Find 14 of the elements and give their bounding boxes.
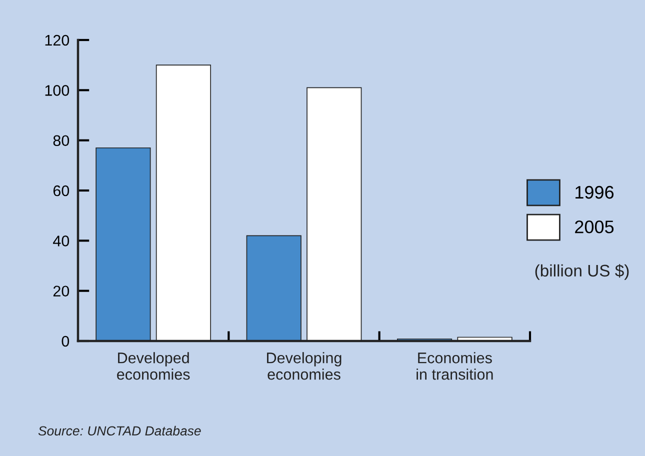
x-tick-label: Developing economies <box>267 352 342 380</box>
y-tick-label: 20 <box>53 286 70 297</box>
y-tick-label: 60 <box>53 185 70 196</box>
y-tick-label: 120 <box>45 34 70 46</box>
legend-label: 1996 <box>576 186 614 199</box>
source-note: Source: UNCTAD Database <box>38 426 201 436</box>
x-tick-label: Economies in transition <box>416 352 493 380</box>
y-tick-label: 100 <box>45 85 70 96</box>
y-tick-label: 80 <box>53 135 70 146</box>
x-tick-label: Developed economies <box>117 352 190 380</box>
legend-label: 2005 <box>575 220 614 234</box>
text: (billion US $) <box>535 264 629 280</box>
y-tick-label: 0 <box>62 336 70 347</box>
y-tick-label: 40 <box>53 236 70 246</box>
